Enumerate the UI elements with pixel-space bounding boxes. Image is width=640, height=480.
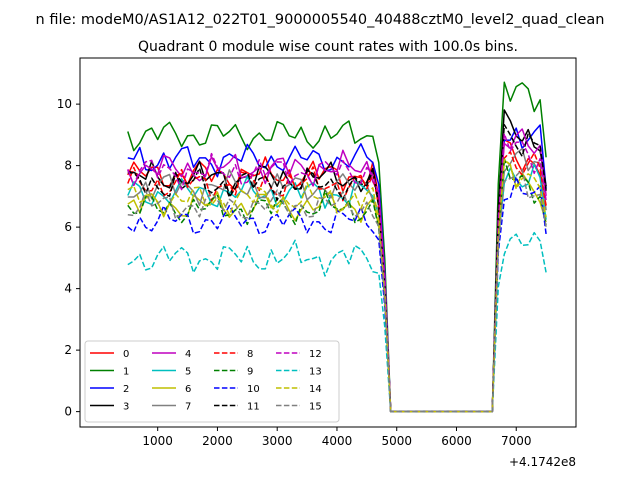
legend-label-12: 12: [309, 349, 322, 360]
legend-label-1: 1: [123, 367, 129, 378]
legend-label-10: 10: [247, 384, 260, 395]
x-tick-label: 6000: [441, 434, 472, 448]
legend-label-3: 3: [123, 402, 129, 413]
legend-label-13: 13: [309, 367, 322, 378]
figure-suptitle: n file: modeM0/AS1A12_022T01_9000005540_…: [36, 12, 605, 28]
y-tick-label: 10: [57, 97, 72, 111]
plot-frame: [79, 57, 577, 428]
legend-label-8: 8: [247, 349, 253, 360]
y-tick-label: 0: [64, 405, 72, 419]
legend-label-7: 7: [185, 402, 191, 413]
series-line-15: [127, 168, 547, 413]
x-tick-label: 5000: [381, 434, 412, 448]
y-tick-label: 2: [64, 343, 72, 357]
y-tick-label: 6: [64, 220, 72, 234]
legend-label-0: 0: [123, 349, 129, 360]
x-tick-label: 7000: [501, 434, 532, 448]
legend-label-6: 6: [185, 384, 191, 395]
legend-box: [84, 340, 340, 423]
x-tick-label: 4000: [322, 434, 353, 448]
legend-label-9: 9: [247, 367, 253, 378]
legend-label-15: 15: [309, 402, 322, 413]
legend-label-4: 4: [185, 349, 191, 360]
series-layer: [127, 81, 547, 413]
x-tick-label: 3000: [262, 434, 293, 448]
x-tick-label: 2000: [202, 434, 233, 448]
x-offset-label: +4.1742e8: [509, 455, 576, 469]
y-axis: 0 2 4 6 8 10: [57, 97, 80, 419]
legend-label-11: 11: [247, 402, 260, 413]
legend-label-5: 5: [185, 367, 191, 378]
legend-label-2: 2: [123, 384, 129, 395]
x-tick-label: 1000: [142, 434, 173, 448]
y-tick-label: 4: [64, 282, 72, 296]
x-axis: 1000 2000 3000 4000 5000 6000 7000: [142, 427, 532, 448]
y-tick-label: 8: [64, 159, 72, 173]
chart-title: Quadrant 0 module wise count rates with …: [138, 39, 518, 55]
legend-label-14: 14: [309, 384, 322, 395]
